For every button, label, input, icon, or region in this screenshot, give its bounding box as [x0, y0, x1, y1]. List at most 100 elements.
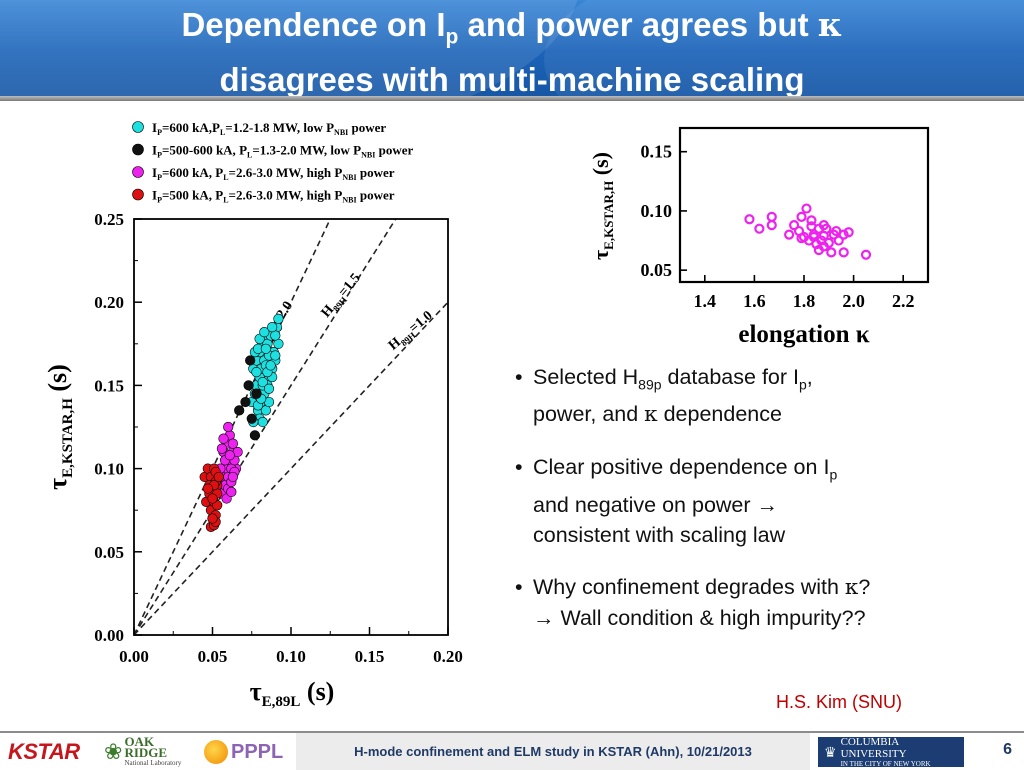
plot-frame: [133, 218, 449, 636]
page-number: 6: [1003, 741, 1012, 758]
data-point: [796, 211, 807, 222]
y-tick-label: 0.20: [94, 293, 124, 312]
data-point: [224, 450, 235, 461]
x-tick-label: 1.4: [694, 291, 717, 311]
legend-marker: [132, 143, 144, 156]
x-tick-label: 1.6: [743, 291, 766, 311]
y-tick-label: 0.15: [641, 142, 673, 162]
data-point: [818, 241, 829, 252]
y-axis-label: τE,KSTAR,H (s): [588, 152, 616, 260]
data-point: [257, 416, 268, 428]
data-point: [207, 493, 218, 504]
data-point: [838, 247, 849, 258]
x-tick-label: 0.15: [355, 647, 385, 666]
data-point: [766, 220, 777, 231]
data-point: [251, 388, 262, 399]
x-axis-label: τE,89L (s): [250, 677, 335, 710]
arrow-icon: →: [533, 605, 555, 630]
x-axis-label: elongation κ: [738, 321, 869, 348]
y-tick-label: 0.25: [94, 210, 124, 229]
reference-line: [134, 301, 448, 635]
reference-line-label: H89H=1.0: [386, 308, 437, 355]
data-point: [216, 443, 228, 454]
oak-ridge-logo: ❀ OAK RIDGE National Laboratory: [104, 733, 182, 767]
x-tick-label: 1.8: [793, 291, 816, 311]
bullet-item: Why confinement degrades with κ?→ Wall c…: [512, 572, 982, 633]
inset-plot-area: [744, 203, 872, 260]
x-tick-label: 0.00: [119, 647, 149, 666]
data-point: [223, 421, 234, 433]
y-tick-label: 0.15: [94, 376, 124, 395]
legend-marker: [132, 188, 144, 201]
data-point: [257, 376, 268, 388]
x-tick-label: 2.0: [842, 291, 865, 311]
pppl-logo: PPPL: [204, 738, 296, 766]
footer-bar: KSTAR ❀ OAK RIDGE National Laboratory PPPL…: [0, 731, 1024, 770]
data-point: [259, 327, 270, 338]
kstar-logo: KSTAR: [8, 739, 80, 764]
data-point: [801, 203, 812, 214]
footer-citation: H-mode confinement and ELM study in KSTA…: [296, 733, 810, 770]
data-point: [796, 233, 807, 244]
y-tick-label: 0.10: [94, 460, 124, 479]
data-point: [218, 433, 229, 444]
legend-label: IP=600 kA, PL=2.6-3.0 MW, high PNBI powe…: [152, 165, 395, 182]
legend-label: IP=500-600 kA, PL=1.3-2.0 MW, low PNBI p…: [152, 143, 413, 160]
y-axis-label: τE,KSTAR,H (s): [43, 364, 76, 490]
chart-legend: IP=600 kA,PL=1.2-1.8 MW, low PNBI power I…: [132, 120, 413, 205]
data-point: [808, 229, 820, 240]
kappa-symbol: κ: [844, 574, 859, 600]
bullet-item: Selected H89p database for Ip,power, and…: [512, 362, 982, 430]
data-point: [240, 396, 251, 408]
header-bar: Dependence on Ip and power agrees but κ …: [0, 0, 1024, 96]
kappa-symbol: κ: [644, 402, 658, 428]
data-point: [249, 430, 260, 441]
data-point: [245, 355, 256, 366]
data-point: [265, 360, 276, 371]
columbia-logo: ♛ COLUMBIA UNIVERSITY IN THE CITY OF NEW …: [818, 736, 964, 768]
elongation-scatter-chart: 1.4 1.6 1.8 2.0 2.2 0.05 0.10 0.15 elongation κ τ…: [588, 126, 930, 348]
x-tick-label: 0.20: [433, 647, 463, 666]
author-credit: H.S. Kim (SNU): [776, 692, 902, 712]
data-point: [784, 229, 795, 240]
x-tick-label: 0.05: [198, 647, 228, 666]
y-tick-label: 0.05: [641, 260, 673, 280]
data-point: [833, 235, 844, 246]
x-tick-label: 2.2: [892, 291, 915, 311]
inset-axes: 1.4 1.6 1.8 2.0 2.2 0.05 0.10 0.15 elongation κ τ…: [588, 126, 930, 348]
reference-line-label: H89H=1.5: [319, 271, 366, 322]
main-scatter-chart: IP=600 kA,PL=1.2-1.8 MW, low PNBI power I…: [43, 120, 463, 710]
crown-icon: ♛: [824, 743, 837, 760]
legend-label: IP=600 kA,PL=1.2-1.8 MW, low PNBI power: [152, 120, 386, 137]
legend-marker: [132, 166, 144, 178]
data-point: [234, 405, 245, 416]
data-point: [818, 220, 829, 231]
kappa-symbol: κ: [817, 5, 843, 44]
legend-marker: [132, 121, 144, 133]
data-point: [243, 380, 254, 391]
legend-label: IP=500 kA, PL=2.6-3.0 MW, high PNBI powe…: [152, 188, 395, 205]
header-divider: [0, 96, 1024, 101]
data-point: [831, 225, 842, 237]
data-point: [246, 413, 257, 424]
y-tick-label: 0.00: [94, 626, 124, 645]
x-tick-label: 0.10: [276, 647, 306, 666]
data-point: [766, 211, 777, 222]
data-point: [826, 247, 837, 258]
data-point: [263, 383, 275, 394]
data-point: [270, 350, 281, 361]
axes: 0.00 0.05 0.10 0.15 0.20 0.00 0.05 0.10 0.15 0.20…: [43, 210, 463, 710]
reference-line: [134, 219, 332, 635]
bullet-list: Selected H89p database for Ip,power, and…: [512, 362, 982, 655]
data-point: [227, 438, 239, 449]
data-point: [227, 471, 239, 483]
data-point: [213, 471, 224, 483]
arrow-icon: →: [756, 492, 779, 517]
data-point: [744, 214, 755, 225]
leaf-icon: ❀: [104, 739, 123, 764]
data-point: [754, 223, 765, 234]
data-point: [860, 249, 872, 260]
slide-title: Dependence on Ip and power agrees but κ …: [181, 5, 843, 96]
